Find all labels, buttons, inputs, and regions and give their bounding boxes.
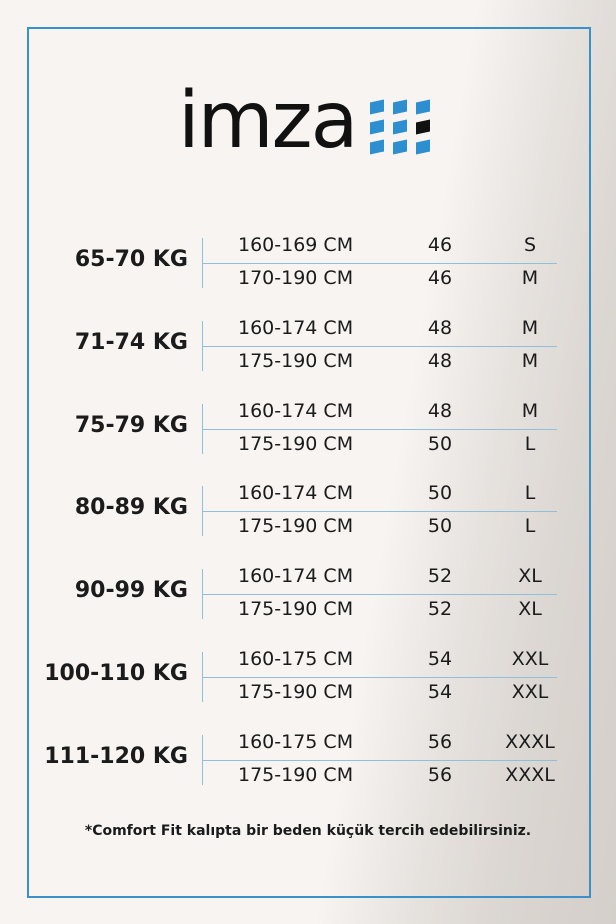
height-range: 175-190 CM — [238, 681, 354, 703]
size-number: 54 — [427, 648, 453, 670]
size-number: 48 — [427, 399, 453, 422]
size-row: 175-190 CM 50 L — [0, 430, 616, 460]
size-row: 160-174 CM 48 M — [0, 397, 616, 427]
divider-horizontal — [202, 594, 557, 596]
divider-horizontal — [202, 345, 557, 347]
weight-range: 90-99 KG — [74, 578, 188, 604]
size-row: 175-190 CM 50 L — [0, 512, 616, 542]
height-range: 175-190 CM — [238, 432, 354, 455]
height-range: 160-175 CM — [238, 648, 354, 670]
height-range: 175-190 CM — [238, 349, 354, 372]
size-letter: L — [524, 482, 536, 505]
size-row: 160-174 CM 50 L — [0, 479, 616, 509]
size-row: 160-174 CM 48 M — [0, 314, 616, 344]
size-row: 160-175 CM 56 XXXL — [0, 728, 616, 758]
size-letter: M — [521, 267, 539, 289]
height-range: 160-174 CM — [238, 399, 354, 422]
divider-horizontal — [202, 677, 557, 678]
height-range: 175-190 CM — [238, 515, 354, 538]
size-number: 48 — [427, 316, 453, 339]
size-letter: L — [524, 432, 536, 455]
size-group: 80-89 KG 160-174 CM 50 L 175-190 CM 50 L — [0, 478, 616, 544]
size-group: 71-74 KG 160-174 CM 48 M 175-190 CM 48 M — [0, 313, 616, 379]
size-row: 175-190 CM 52 XL — [0, 595, 616, 625]
size-letter: XL — [518, 565, 542, 588]
size-row: 160-169 CM 46 S — [0, 231, 616, 261]
divider-horizontal — [202, 759, 557, 761]
height-range: 175-190 CM — [238, 763, 354, 786]
weight-range: 75-79 KG — [74, 412, 188, 438]
brand-logo: imza — [178, 76, 431, 166]
height-range: 160-174 CM — [238, 316, 354, 339]
size-letter: XXL — [511, 648, 549, 670]
size-letter: S — [523, 234, 537, 256]
height-range: 160-169 CM — [238, 234, 354, 256]
height-range: 160-174 CM — [238, 565, 354, 588]
size-number: 46 — [427, 234, 453, 256]
size-number: 52 — [427, 565, 453, 588]
logo-dots-icon — [370, 99, 431, 155]
size-number: 50 — [427, 515, 453, 538]
divider-horizontal — [202, 511, 557, 513]
size-row: 175-190 CM 48 M — [0, 347, 616, 377]
divider-horizontal — [202, 263, 557, 264]
size-number: 56 — [427, 730, 453, 753]
size-group: 90-99 KG 160-174 CM 52 XL 175-190 CM 52 … — [0, 561, 616, 627]
size-letter: XXL — [511, 681, 549, 703]
footnote: *Comfort Fit kalıpta bir beden küçük ter… — [84, 823, 532, 839]
border-frame — [27, 27, 591, 898]
size-letter: XXXL — [505, 730, 555, 753]
size-letter: XXXL — [505, 763, 555, 786]
size-group: 100-110 KG 160-175 CM 54 XXL 175-190 CM … — [0, 644, 616, 710]
size-letter: M — [521, 316, 539, 339]
size-number: 52 — [427, 598, 453, 621]
size-number: 50 — [427, 482, 453, 505]
size-number: 46 — [427, 267, 453, 289]
size-group: 111-120 KG 160-175 CM 56 XXXL 175-190 CM… — [0, 727, 616, 793]
size-number: 48 — [427, 349, 453, 372]
size-row: 175-190 CM 56 XXXL — [0, 761, 616, 791]
weight-range: 100-110 KG — [44, 661, 188, 686]
size-letter: L — [524, 515, 536, 538]
weight-range: 111-120 KG — [44, 743, 188, 769]
logo-text: imza — [178, 76, 358, 166]
size-number: 56 — [427, 763, 453, 786]
size-letter: XL — [518, 598, 542, 621]
height-range: 160-175 CM — [238, 730, 354, 753]
size-group: 65-70 KG 160-169 CM 46 S 170-190 CM 46 M — [0, 230, 616, 296]
weight-range: 80-89 KG — [74, 495, 188, 521]
size-row: 170-190 CM 46 M — [0, 264, 616, 294]
height-range: 175-190 CM — [238, 598, 354, 621]
size-row: 175-190 CM 54 XXL — [0, 678, 616, 708]
weight-range: 71-74 KG — [74, 329, 188, 355]
divider-horizontal — [202, 428, 557, 430]
size-letter: M — [521, 399, 539, 422]
model-photo-background — [316, 0, 616, 924]
size-row: 160-174 CM 52 XL — [0, 562, 616, 592]
height-range: 160-174 CM — [238, 482, 354, 505]
size-group: 75-79 KG 160-174 CM 48 M 175-190 CM 50 L — [0, 396, 616, 462]
height-range: 170-190 CM — [238, 267, 354, 289]
size-number: 50 — [427, 432, 453, 455]
size-letter: M — [521, 349, 539, 372]
weight-range: 65-70 KG — [74, 247, 188, 272]
size-row: 160-175 CM 54 XXL — [0, 645, 616, 675]
size-number: 54 — [427, 681, 453, 703]
